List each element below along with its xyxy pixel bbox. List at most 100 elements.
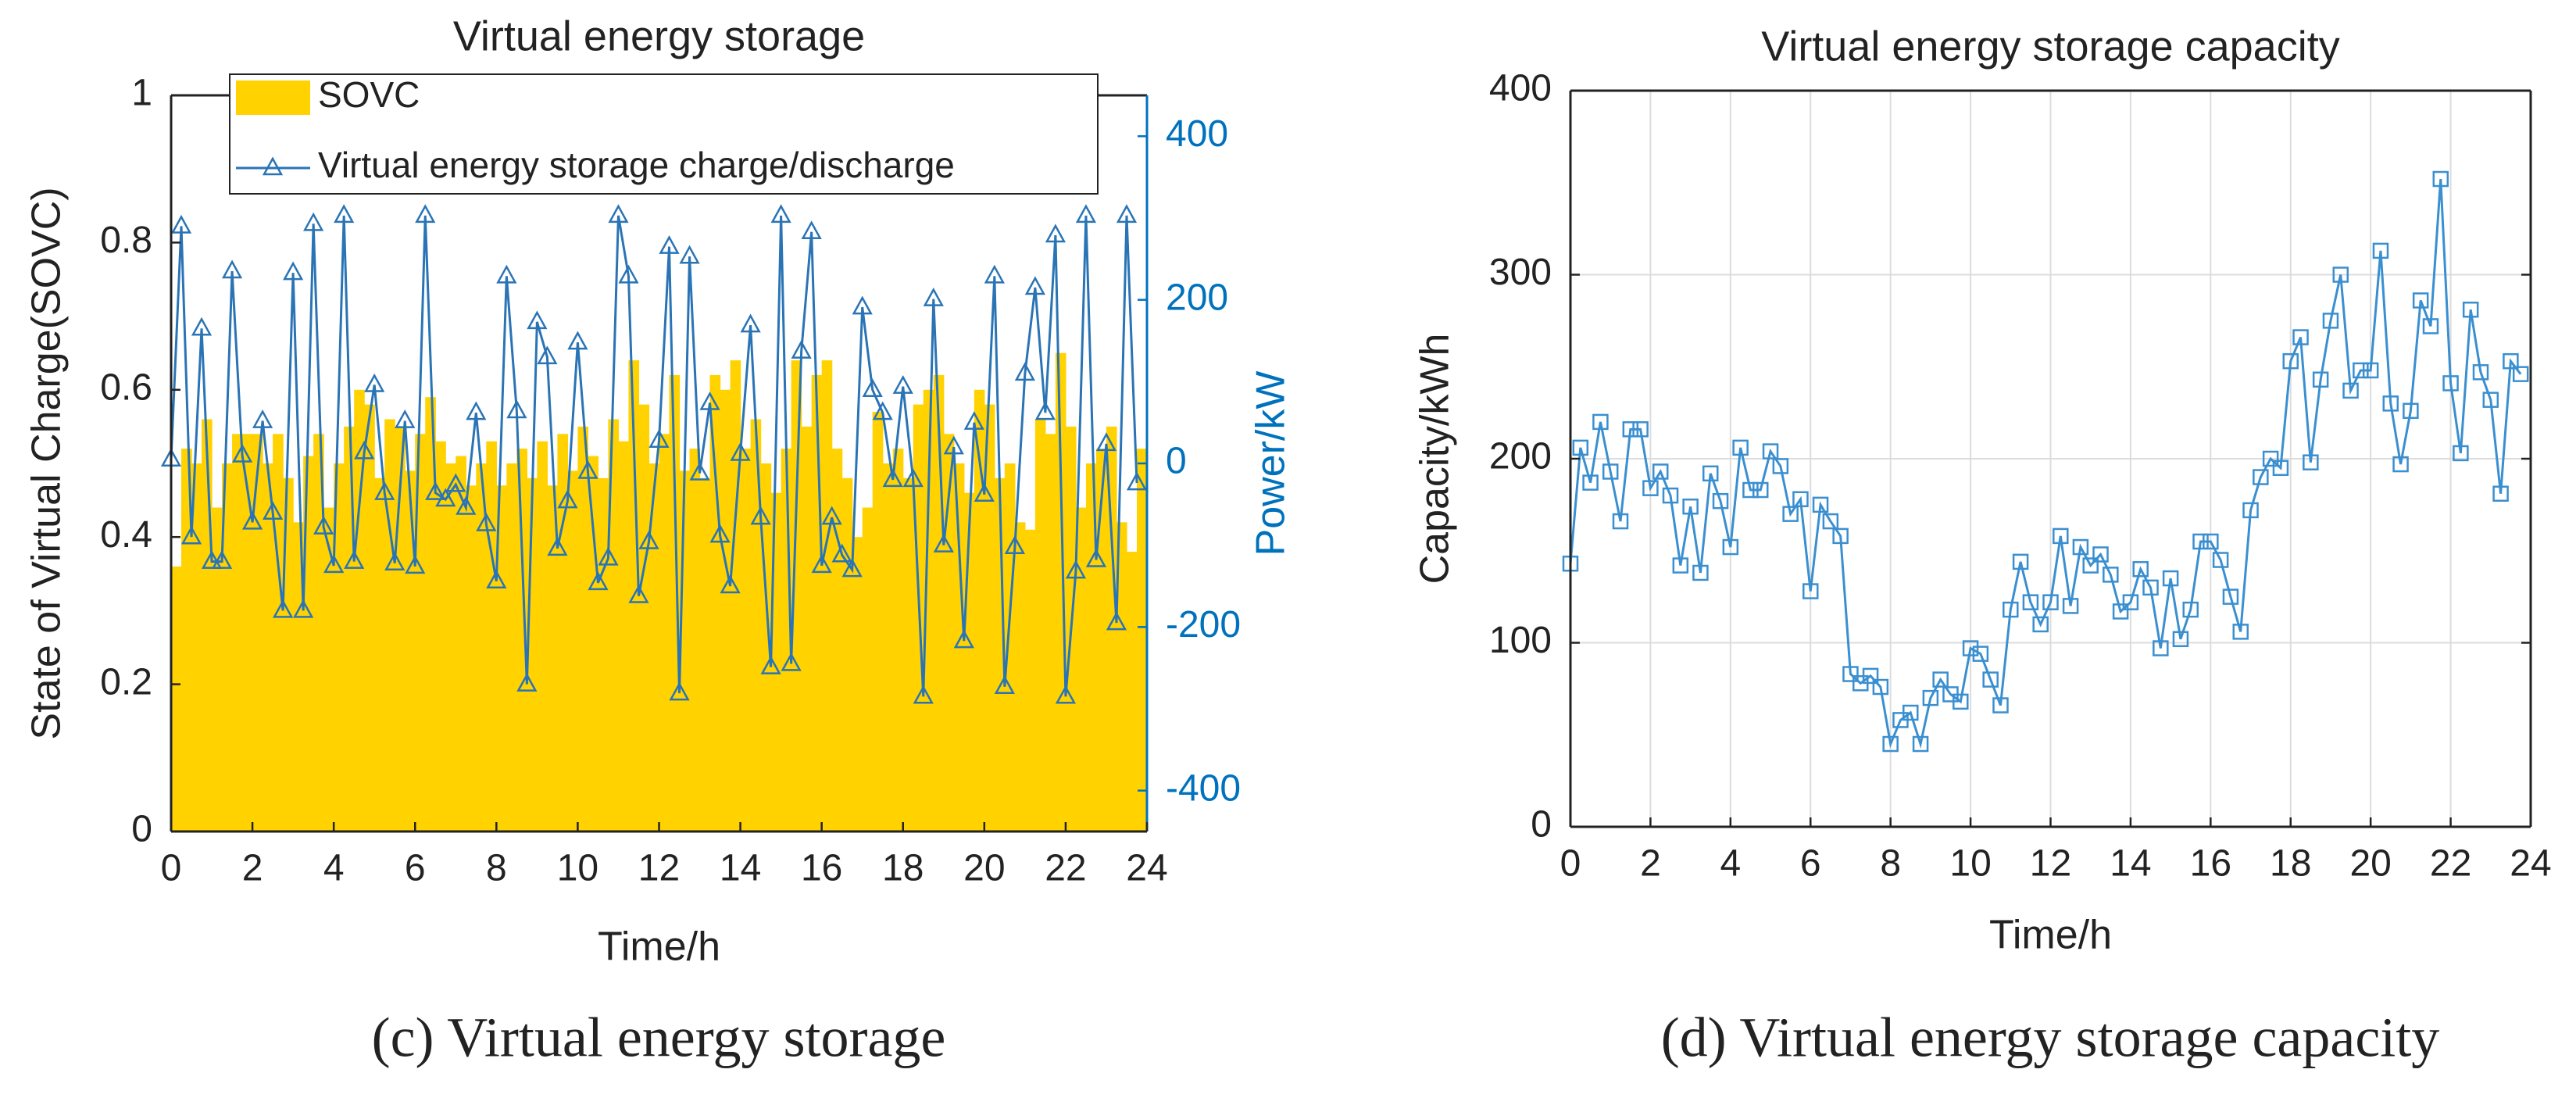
marker (1882, 735, 1899, 753)
bar (202, 419, 213, 831)
marker (2412, 292, 2429, 309)
marker (1662, 487, 1679, 504)
marker (933, 534, 954, 552)
x-tick-label: 24 (1126, 848, 1167, 889)
marker (1116, 204, 1138, 224)
marker (2262, 450, 2279, 467)
x-tick-label: 20 (2349, 843, 2391, 885)
caption: (d) Virtual energy storage capacity (1661, 1007, 2440, 1069)
marker (2453, 445, 2469, 462)
marker (2442, 375, 2459, 392)
marker (1085, 548, 1107, 567)
marker (496, 264, 517, 284)
bar (1055, 352, 1066, 831)
marker (588, 571, 609, 591)
bar (547, 485, 558, 831)
marker (2022, 594, 2039, 610)
marker (1095, 432, 1117, 452)
marker (273, 599, 294, 618)
marker (395, 409, 416, 428)
y-tick-label: 0.2 (100, 661, 152, 703)
marker (679, 245, 700, 264)
x-tick-label: 24 (2510, 843, 2551, 885)
chart-title: Virtual energy storage (453, 13, 865, 59)
x-tick-label: 0 (161, 848, 182, 889)
x-tick-label: 22 (1045, 848, 1086, 889)
marker (466, 401, 487, 420)
marker (191, 316, 213, 336)
y2-tick-label: 400 (1166, 113, 1228, 155)
marker (1772, 458, 1789, 474)
marker (2392, 456, 2409, 473)
bar (598, 477, 609, 831)
marker (1024, 276, 1046, 295)
bar (699, 477, 711, 831)
marker (598, 546, 619, 566)
marker (628, 584, 649, 603)
y-tick-label: 100 (1489, 620, 1552, 661)
marker (476, 512, 497, 531)
bar (791, 360, 802, 831)
bar (354, 389, 365, 831)
marker (852, 295, 873, 315)
x-tick-label: 10 (1949, 843, 1991, 885)
marker (334, 204, 355, 224)
marker (1962, 640, 1979, 656)
marker (1922, 689, 1939, 706)
x-tick-label: 2 (1640, 843, 1661, 885)
marker (1045, 224, 1066, 243)
bar (720, 389, 731, 831)
y2-tick-label: 0 (1166, 441, 1187, 482)
marker (2503, 352, 2519, 370)
x-tick-label: 6 (1800, 843, 1821, 885)
marker (1014, 362, 1035, 381)
x-tick-label: 10 (557, 848, 598, 889)
bar (588, 456, 599, 831)
marker (527, 310, 548, 330)
marker (1792, 491, 1809, 508)
x-tick-label: 16 (801, 848, 842, 889)
marker (750, 506, 771, 525)
bar (384, 419, 395, 831)
marker (1812, 496, 1829, 513)
bar (577, 426, 589, 831)
marker (2322, 313, 2339, 329)
bar (323, 507, 334, 831)
x-tick-label: 20 (963, 848, 1005, 889)
x-axis-label: Time/h (598, 924, 720, 970)
marker (2382, 395, 2399, 412)
marker (1712, 492, 1729, 510)
marker (283, 261, 304, 281)
bar (445, 463, 456, 831)
bar (374, 477, 385, 831)
marker (2282, 352, 2299, 370)
marker (720, 574, 741, 594)
marker (1622, 421, 1639, 438)
marker (1762, 443, 1779, 460)
bar (841, 477, 853, 831)
bar (608, 419, 620, 831)
y-tick-label: 1 (131, 73, 152, 114)
chart-title: Virtual energy storage capacity (1761, 23, 2339, 70)
bar (801, 426, 813, 831)
marker (2512, 366, 2529, 382)
x-axis-label: Time/h (1989, 913, 2112, 958)
marker (567, 331, 588, 350)
marker (1692, 564, 1709, 581)
marker (364, 373, 385, 392)
marker (841, 558, 863, 578)
bar (1045, 434, 1056, 831)
bar (1095, 449, 1107, 831)
marker (577, 460, 598, 479)
bar (1024, 529, 1036, 831)
bar (344, 426, 355, 831)
marker (2062, 598, 2079, 614)
bar (902, 477, 914, 831)
bar (669, 374, 681, 832)
marker (2212, 552, 2229, 568)
bar (456, 456, 466, 831)
legend-box (229, 73, 1099, 195)
marker (1632, 421, 1649, 438)
marker (1782, 506, 1799, 522)
marker (344, 550, 365, 569)
